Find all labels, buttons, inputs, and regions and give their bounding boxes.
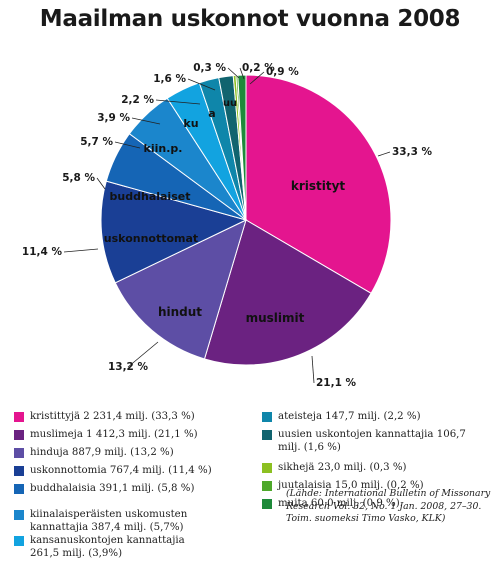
slice-label-buddhalaiset: buddhalaiset (110, 190, 191, 203)
legend-item-kiin: kiinalaisperäisten uskomusten kannattaji… (14, 508, 214, 534)
pct-label-ku: 3,9 % (97, 112, 130, 124)
leader-line-sikhit (227, 67, 240, 79)
slice-label-muslimit: muslimit (246, 311, 305, 325)
slice-label-ku: ku (183, 117, 198, 130)
leader-line-a (155, 99, 201, 105)
legend-swatch-muslimit (14, 430, 24, 440)
pct-label-hindut: 13,2 % (108, 361, 149, 373)
leader-line-kiin (114, 141, 141, 149)
pct-label-kiin: 5,7 % (80, 136, 113, 148)
pct-label-a: 2,2 % (121, 94, 154, 106)
legend-label-a: ateisteja 147,7 milj. (2,2 %) (278, 411, 421, 422)
chart-title: Maailman uskonnot vuonna 2008 (39, 6, 461, 32)
pct-label-muut: 0,9 % (266, 66, 299, 78)
slice-muut (237, 74, 247, 221)
slice-label-uskonnottomat: uskonnottomat (104, 232, 198, 245)
pct-label-muslimit: 21,1 % (316, 377, 357, 389)
slice-label-a: a (208, 107, 215, 120)
leader-line-buddhalaiset (96, 177, 106, 190)
slice-kristityt (245, 74, 392, 294)
legend-label-muslimit: muslimeja 1 412,3 milj. (21,1 %) (30, 429, 198, 440)
legend-label-juutalaiset: juutalaisia 15,0 milj. (0,2 %) (278, 480, 424, 491)
legend-swatch-hindut (14, 448, 24, 458)
leader-line-ku (131, 117, 161, 125)
legend-label-hindut: hinduja 887,9 milj. (13,2 %) (30, 447, 174, 458)
leader-line-hindut (127, 341, 159, 368)
source-note: (Lähde: International Bulletin of Misson… (286, 488, 491, 524)
leader-line-juutalaiset (239, 67, 245, 80)
legend-item-a: ateisteja 147,7 milj. (2,2 %) (262, 410, 482, 423)
legend-label-muut: muita 60,0 milj. (0,9 %). (278, 498, 403, 509)
legend-label-ku: kansanuskontojen kannattajia 261,5 milj.… (30, 535, 185, 559)
legend-item-uskonnottomat: uskonnottomia 767,4 milj. (11,4 %) (14, 464, 244, 477)
legend-swatch-muut (262, 499, 272, 509)
legend-swatch-kristityt (14, 412, 24, 422)
legend-item-muslimit: muslimeja 1 412,3 milj. (21,1 %) (14, 428, 244, 441)
legend-label-buddhalaiset: buddhalaisia 391,1 milj. (5,8 %) (30, 483, 195, 494)
legend-item-juutalaiset: juutalaisia 15,0 milj. (0,2 %) (262, 479, 482, 492)
legend-item-uu: uusien uskontojen kannattajia 106,7 milj… (262, 428, 482, 454)
legend-swatch-uskonnottomat (14, 466, 24, 476)
legend-item-muut: muita 60,0 milj. (0,9 %). (262, 497, 482, 510)
slice-label-kristityt: kristityt (291, 179, 346, 193)
legend-label-uu: uusien uskontojen kannattajia 106,7 milj… (278, 429, 466, 453)
leader-line-uu (187, 78, 216, 91)
slice-hindut (114, 219, 247, 360)
legend-swatch-buddhalaiset (14, 484, 24, 494)
leader-line-muslimit (311, 355, 315, 384)
pct-label-juutalaiset: 0,2 % (242, 62, 275, 74)
legend-label-kiin: kiinalaisperäisten uskomusten kannattaji… (30, 509, 188, 533)
slice-label-hindut: hindut (158, 305, 202, 319)
pct-label-kristityt: 33,3 % (392, 146, 433, 158)
legend-item-hindut: hinduja 887,9 milj. (13,2 %) (14, 446, 244, 459)
legend-item-sikhit: sikhejä 23,0 milj. (0,3 %) (262, 461, 482, 474)
slice-uskonnottomat (100, 180, 248, 284)
legend-item-buddhalaiset: buddhalaisia 391,1 milj. (5,8 %) (14, 482, 244, 495)
pct-label-buddhalaiset: 5,8 % (62, 172, 95, 184)
legend-label-uskonnottomat: uskonnottomia 767,4 milj. (11,4 %) (30, 465, 212, 476)
legend-label-kristityt: kristittyjä 2 231,4 milj. (33,3 %) (30, 411, 195, 422)
leader-line-uskonnottomat (63, 248, 99, 253)
legend-swatch-ku (14, 536, 24, 546)
pct-label-sikhit: 0,3 % (193, 62, 226, 74)
slice-label-kiin: kiin.p. (144, 142, 183, 155)
legend-item-ku: kansanuskontojen kannattajia 261,5 milj.… (14, 534, 214, 560)
legend-item-kristityt: kristittyjä 2 231,4 milj. (33,3 %) (14, 410, 244, 423)
leader-line-kristityt (377, 151, 391, 157)
leader-line-muut (249, 71, 265, 85)
legend-swatch-uu (262, 430, 272, 440)
slice-muslimit (203, 219, 372, 366)
slice-label-uu: uu (223, 98, 237, 109)
legend-label-sikhit: sikhejä 23,0 milj. (0,3 %) (278, 462, 407, 473)
legend-swatch-sikhit (262, 463, 272, 473)
pct-label-uskonnottomat: 11,4 % (22, 246, 63, 258)
pct-label-uu: 1,6 % (153, 73, 186, 85)
legend-swatch-a (262, 412, 272, 422)
legend-swatch-kiin (14, 510, 24, 520)
legend-swatch-juutalaiset (262, 481, 272, 491)
